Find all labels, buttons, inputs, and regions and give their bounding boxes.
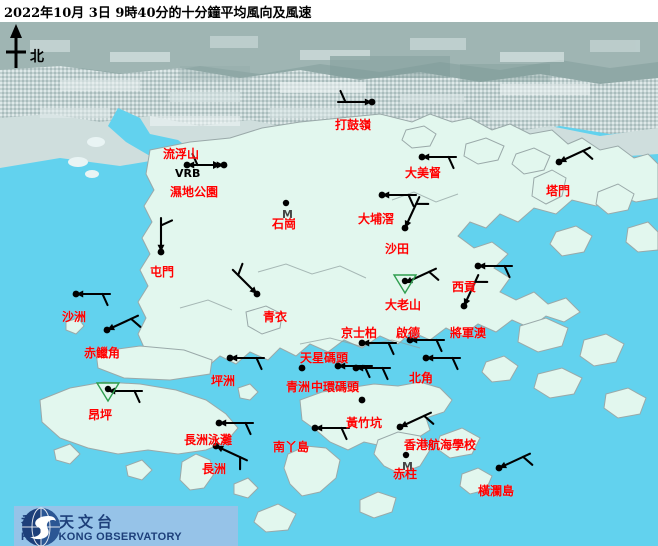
station-label-10: 沙洲 xyxy=(62,310,87,324)
station-marker-dot xyxy=(72,290,80,298)
station-label-23: 黃竹坑 xyxy=(346,416,383,430)
wind-barb xyxy=(313,424,351,441)
station-marker-dot xyxy=(474,262,482,270)
wind-barb xyxy=(74,290,112,307)
station-marker-dot xyxy=(226,354,234,362)
station-label-15: 將軍澳 xyxy=(450,326,487,340)
station-label-4: 塔門 xyxy=(546,184,571,198)
station-marker-dot xyxy=(422,354,430,362)
wind-barb xyxy=(380,191,418,208)
station-marker-dot xyxy=(253,290,261,298)
wind-barb xyxy=(217,419,255,436)
station-marker-dot xyxy=(282,199,290,207)
station-label-0: 打鼓嶺 xyxy=(335,118,372,132)
station-label-27: 長洲 xyxy=(202,462,227,476)
wind-barb xyxy=(408,336,446,353)
wind-barb xyxy=(157,216,174,254)
station-marker-dot xyxy=(157,248,165,256)
station-label-13: 京士柏 xyxy=(341,326,378,340)
wind-barb xyxy=(354,364,392,381)
station-marker-dot xyxy=(311,424,319,432)
station-marker-dot xyxy=(220,161,228,169)
station-label-16: 赤鱲角 xyxy=(84,346,121,360)
station-marker-dot xyxy=(378,191,386,199)
wind-barb xyxy=(228,354,266,371)
station-label-20: 青洲 xyxy=(286,380,311,394)
hongkong-landmass xyxy=(39,113,658,533)
wind-barb xyxy=(476,262,514,279)
station-label-28: 赤柱 xyxy=(393,467,418,481)
north-arrow-icon xyxy=(6,24,26,68)
station-label-18: 坪洲 xyxy=(211,374,236,388)
station-marker-triangle xyxy=(95,382,121,403)
station-marker-dot xyxy=(460,302,468,310)
station-label-12: 大老山 xyxy=(385,298,422,312)
station-marker-dot xyxy=(495,464,503,472)
station-label-11: 青衣 xyxy=(263,310,288,324)
station-marker-dot xyxy=(358,339,366,347)
station-marker-dot xyxy=(358,396,366,404)
hko-logo: 香港天文台 HONG KONG OBSERVATORY xyxy=(14,506,238,546)
title-bar: 2022年10月 3日 9時40分的十分鐘平均風向及風速 xyxy=(0,0,658,22)
station-label-21: 中環碼頭 xyxy=(311,380,360,394)
station-label-5: 石崗 xyxy=(272,217,297,231)
wind-barb xyxy=(360,339,398,356)
station-marker-dot xyxy=(401,277,409,285)
hko-logo-mark xyxy=(22,507,60,546)
station-label-22: 昂坪 xyxy=(88,408,113,422)
station-marker-dot xyxy=(183,161,191,169)
station-label-7: 沙田 xyxy=(385,242,410,256)
station-label-2: 濕地公園 xyxy=(170,185,219,199)
station-label-1: 流浮山 xyxy=(163,147,200,161)
station-label-8: 屯門 xyxy=(150,265,175,279)
station-marker-dot xyxy=(401,224,409,232)
vrb-label: VRB xyxy=(175,167,201,180)
station-marker-triangle xyxy=(392,274,418,295)
station-label-9: 西貢 xyxy=(452,280,477,294)
wind-barb-layer xyxy=(74,89,594,471)
station-label-17: 天星碼頭 xyxy=(300,351,349,365)
station-marker-dot xyxy=(368,98,376,106)
hko-logo-english: HONG KONG OBSERVATORY xyxy=(21,531,182,543)
station-marker-dot xyxy=(396,423,404,431)
north-label: 北 xyxy=(30,49,44,65)
wind-barb xyxy=(336,89,374,106)
station-marker-dot xyxy=(418,153,426,161)
page-title: 2022年10月 3日 9時40分的十分鐘平均風向及風速 xyxy=(4,6,312,21)
wind-barb xyxy=(420,153,458,170)
station-label-6: 大埔滘 xyxy=(358,212,395,226)
station-marker-dot xyxy=(555,158,563,166)
station-marker-dot xyxy=(406,336,414,344)
station-label-24: 長洲泳灘 xyxy=(184,433,233,447)
map-canvas: 北 打鼓嶺 流浮山 VRB 濕地公園 大美督 塔門 M 石崗 大埔滘 沙田 屯門 西貢 沙洲 青衣 大老山京… xyxy=(0,22,658,546)
station-marker-m: M xyxy=(282,208,293,221)
station-marker-dot xyxy=(215,419,223,427)
station-marker-dot xyxy=(352,364,360,372)
wind-barb xyxy=(424,354,462,371)
map-geography xyxy=(0,22,658,546)
station-marker-dot xyxy=(298,364,306,372)
station-label-3: 大美督 xyxy=(405,166,442,180)
mainland-imagery xyxy=(0,22,658,178)
station-label-25: 南丫島 xyxy=(273,440,310,454)
station-label-19: 北角 xyxy=(409,371,434,385)
station-label-26: 香港航海學校 xyxy=(404,438,477,452)
coastline-detail xyxy=(179,191,459,349)
wind-barb xyxy=(188,152,226,169)
station-marker-dot xyxy=(334,362,342,370)
station-marker-dot xyxy=(212,442,220,450)
station-marker-m: M xyxy=(402,460,413,473)
station-marker-dot xyxy=(402,451,410,459)
station-marker-dot xyxy=(104,385,112,393)
station-label-14: 啟德 xyxy=(396,326,421,340)
station-marker-layer xyxy=(72,98,563,472)
station-label-29: 橫瀾島 xyxy=(478,484,515,498)
station-marker-dot xyxy=(103,326,111,334)
